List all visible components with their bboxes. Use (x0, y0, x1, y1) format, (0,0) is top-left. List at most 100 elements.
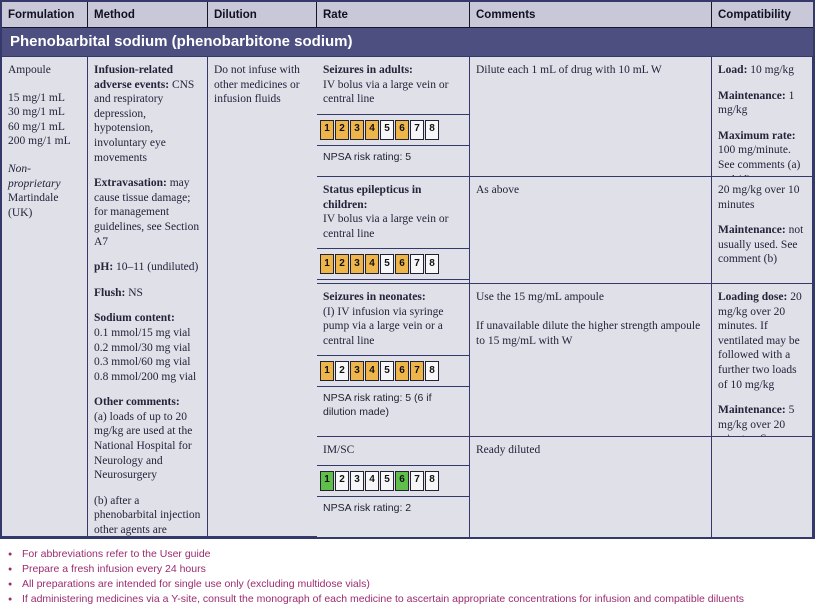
npsa-box-7: 7 (410, 470, 424, 491)
comment-block: Infusion-related adverse events: CNS and… (94, 63, 201, 165)
rate-text: 20 mg/kg over 10 minutes (718, 184, 800, 211)
npsa-box-1: 1 (320, 254, 334, 275)
method-title: Seizures in adults: (323, 64, 413, 76)
column-header-comments: Comments (470, 2, 712, 27)
comment-block: Sodium content: 0.1 mmol/15 mg vial 0.2 … (94, 311, 201, 384)
dilution-cell-3: Use the 15 mg/mL ampoule If unavailable … (470, 284, 712, 437)
footer-notes: For abbreviations refer to the User guid… (0, 539, 815, 611)
column-header-dilution: Dilution (208, 2, 317, 27)
method-title: Status epilepticus in children: (323, 184, 422, 211)
comment-text: (a) loads of up to 20 mg/kg are used at … (94, 410, 193, 482)
npsa-box-4: 4 (365, 361, 379, 382)
comments-cell: Infusion-related adverse events: CNS and… (88, 57, 208, 537)
rate-item: 20 mg/kg over 10 minutes (718, 183, 806, 212)
compatibility-cell: Do not infuse with other medicines or in… (208, 57, 317, 537)
comment-label: Infusion-related adverse events: (94, 64, 174, 91)
rate-item: Maintenance: 5 mg/kg over 20 minutes. Se… (718, 403, 806, 436)
rate-item: Load: 10 mg/kg (718, 63, 806, 78)
column-header-compatibility: Compatibility (718, 9, 791, 21)
npsa-box-3: 3 (350, 119, 364, 140)
comment-label: Flush: (94, 286, 126, 299)
comment-text: (b) after a phenobarbital injection othe… (94, 494, 201, 537)
rate-label: Load: (718, 64, 748, 76)
comment-text: CNS and respiratory depression, hypotens… (94, 78, 195, 164)
rate-text: not usually used. See comment (b) (718, 224, 804, 266)
footer-note: All preparations are intended for single… (8, 577, 811, 592)
comment-label: Sodium content: (94, 312, 175, 325)
comment-label: pH: (94, 261, 114, 274)
formulation-strengths: 15 mg/1 mL 30 mg/1 mL 60 mg/1 mL 200 mg/… (8, 91, 71, 148)
rate-text: 1 mg/kg (718, 89, 795, 117)
dilution-cell-4: Ready diluted (470, 437, 712, 537)
compatibility-text: Do not infuse with other medicines or in… (214, 64, 300, 106)
rate-item: Maintenance: not usually used. See comme… (718, 223, 806, 267)
npsa-box-8: 8 (425, 361, 439, 382)
comment-text: 0.1 mmol/15 mg vial 0.2 mmol/30 mg vial … (94, 326, 197, 383)
comment-text: 10–11 (undiluted) (113, 261, 199, 274)
npsa-box-3: 3 (350, 254, 364, 275)
npsa-box-8: 8 (425, 119, 439, 140)
method-text: IV bolus via a large vein or central lin… (323, 78, 449, 106)
rate-item: Maximum rate: 100 mg/minute. See comment… (718, 129, 806, 176)
comment-block: Extravasation: may cause tissue damage; … (94, 176, 201, 249)
rate-cell-4 (712, 437, 813, 537)
comment-block: (b) after a phenobarbital injection othe… (94, 494, 201, 537)
table-body: Ampoule 15 mg/1 mL 30 mg/1 mL 60 mg/1 mL… (2, 57, 813, 537)
npsa-box-1: 1 (320, 361, 334, 382)
rate-text: 20 mg/kg over 20 minutes. If ventilated … (718, 291, 802, 391)
rate-label: Maintenance: (718, 404, 786, 417)
npsa-box-2: 2 (335, 254, 349, 275)
footer-note: If administering medicines via a Y-site,… (8, 592, 811, 607)
rate-text: 10 mg/kg (747, 64, 795, 76)
formulation-source-name: Non-proprietary (8, 162, 61, 190)
method-text: (I) IV infusion via syringe pump via a l… (323, 305, 444, 347)
npsa-box-8: 8 (425, 254, 439, 275)
rate-label: Maximum rate: (718, 129, 796, 142)
rate-label: Loading dose: (718, 291, 788, 303)
footer-note: Prepare a fresh infusion every 24 hours (8, 562, 811, 577)
method-cell-seizures-neonates: Seizures in neonates: (I) IV infusion vi… (317, 284, 470, 437)
method-title: Seizures in neonates: (323, 291, 426, 303)
rate-cell-1: Load: 10 mg/kg Maintenance: 1 mg/kg Maxi… (712, 57, 813, 177)
npsa-box-4: 4 (365, 470, 379, 491)
rate-cell-2: 20 mg/kg over 10 minutes Maintenance: no… (712, 177, 813, 284)
rate-label: Maintenance: (718, 89, 786, 102)
npsa-box-7: 7 (410, 361, 424, 382)
npsa-box-4: 4 (365, 119, 379, 140)
method-cell-status-epilepticus: Status epilepticus in children: IV bolus… (317, 177, 470, 284)
npsa-risk-rating: NPSA risk rating: 2 (323, 501, 412, 514)
footer-note: For abbreviations refer to the User guid… (8, 547, 811, 562)
npsa-box-7: 7 (410, 119, 424, 140)
comment-block: Flush: NS (94, 286, 201, 301)
comment-text: may cause tissue damage; for management … (94, 177, 200, 248)
drug-title: Phenobarbital sodium (phenobarbitone sod… (10, 33, 353, 50)
column-header-formulation: Formulation (2, 2, 88, 27)
column-header-method: Method (88, 2, 208, 27)
npsa-box-6: 6 (395, 254, 409, 275)
drug-title-bar: Phenobarbital sodium (phenobarbitone sod… (2, 28, 813, 57)
rate-label: Maintenance: (718, 224, 786, 237)
formulation-form: Ampoule (8, 64, 51, 76)
npsa-box-4: 4 (365, 254, 379, 275)
npsa-box-5: 5 (380, 119, 394, 140)
comment-label: Other comments: (94, 396, 180, 409)
npsa-box-1: 1 (320, 470, 334, 491)
npsa-box-6: 6 (395, 361, 409, 382)
npsa-box-6: 6 (395, 119, 409, 140)
npsa-box-5: 5 (380, 470, 394, 491)
dilution-cell-2: As above (470, 177, 712, 284)
spacer (8, 78, 81, 91)
npsa-box-7: 7 (410, 254, 424, 275)
npsa-box-5: 5 (380, 361, 394, 382)
npsa-box-2: 2 (335, 470, 349, 491)
npsa-risk-rating: NPSA risk rating: 5 (6 if dilution made) (323, 392, 432, 419)
rate-item: Loading dose: 20 mg/kg over 20 minutes. … (718, 290, 806, 392)
footer-bullet-list: For abbreviations refer to the User guid… (8, 547, 811, 607)
npsa-box-3: 3 (350, 470, 364, 491)
